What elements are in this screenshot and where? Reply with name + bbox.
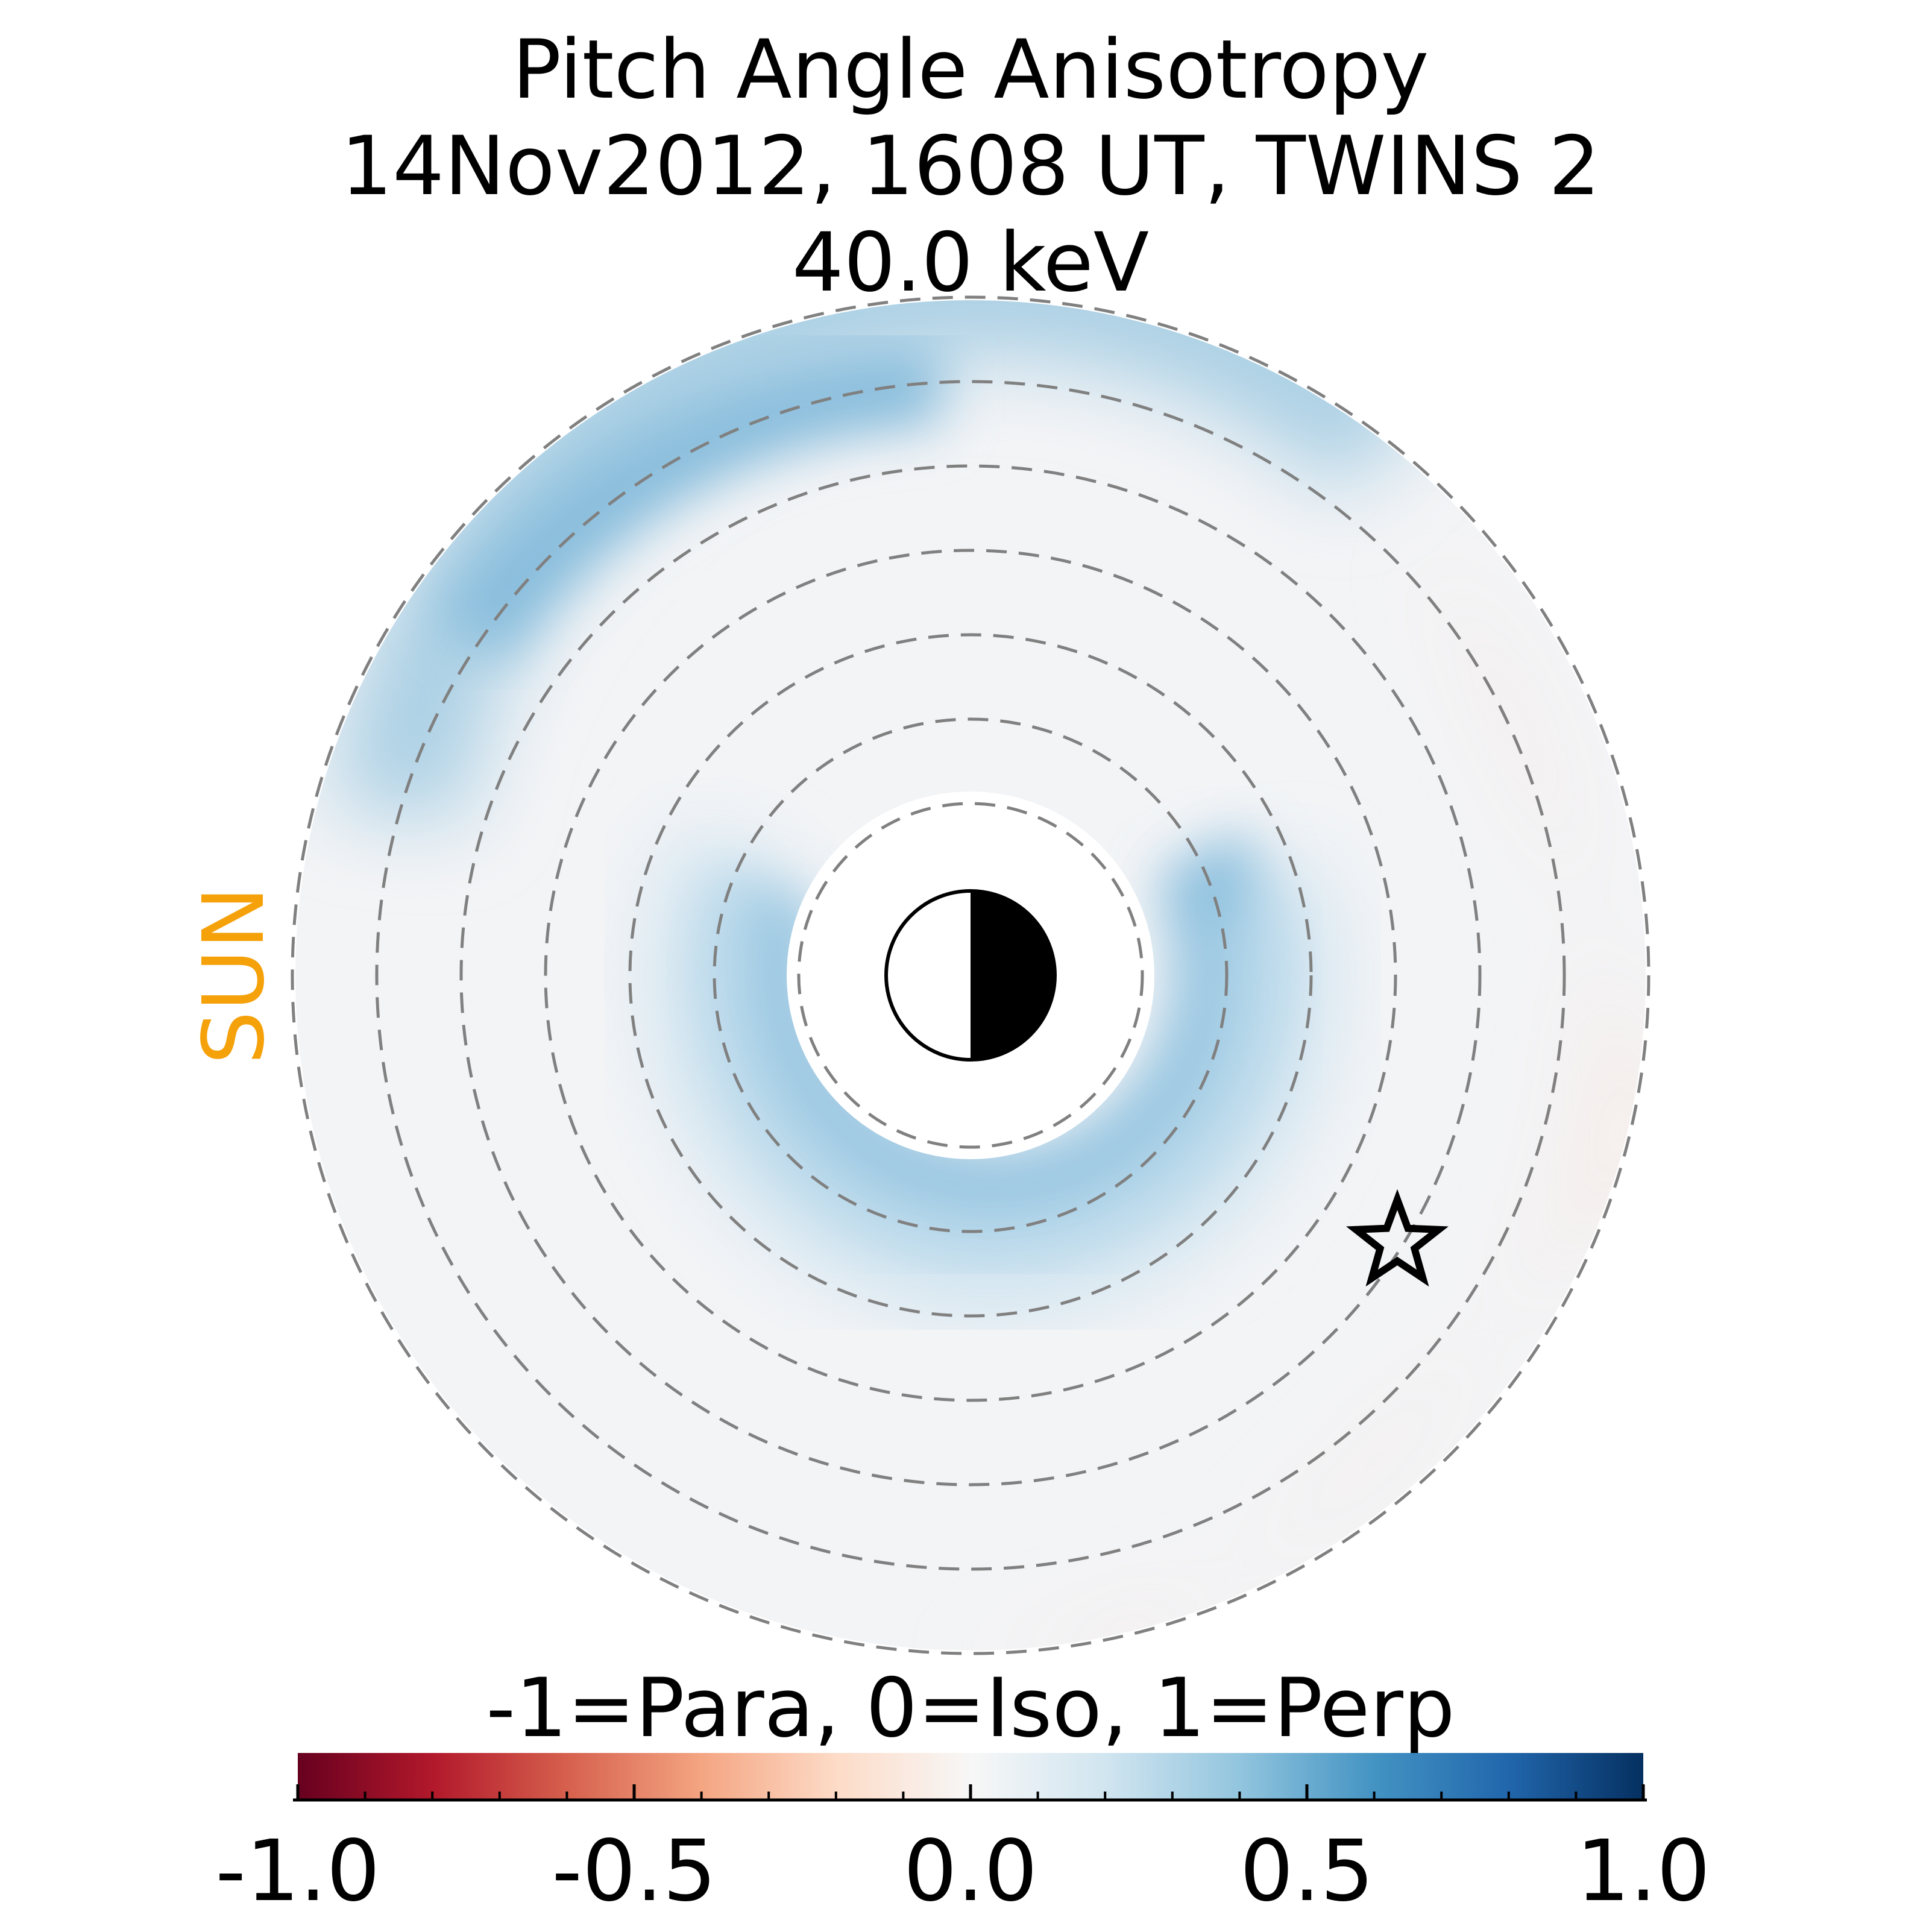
dashed-ring xyxy=(797,802,1144,1149)
dashed-rings xyxy=(291,295,1651,1655)
dashed-ring xyxy=(544,549,1397,1402)
colorbar-label: -1=Para, 0=Iso, 1=Perp xyxy=(486,1661,1455,1755)
colorbar-tick-label: -1.0 xyxy=(215,1822,380,1921)
colorbar-tick-label: 0.0 xyxy=(904,1822,1038,1921)
colorbar-tick-label: 0.5 xyxy=(1240,1822,1374,1921)
colorbar-tick-label: 1.0 xyxy=(1576,1822,1711,1921)
sun-label: SUN xyxy=(185,886,283,1065)
colorbar: -1=Para, 0=Iso, 1=Perp -1.0 -0.5 0.0 0.5 1.0 xyxy=(215,1661,1710,1921)
spacecraft-star-icon xyxy=(1346,1189,1449,1287)
dashed-ring xyxy=(459,464,1482,1487)
earth-icon xyxy=(884,889,1057,1062)
dashed-ring xyxy=(713,717,1229,1233)
dashed-ring xyxy=(375,380,1566,1571)
chart-title-line1: Pitch Angle Anisotropy xyxy=(512,22,1429,117)
colorbar-tick-labels: -1.0 -0.5 0.0 0.5 1.0 xyxy=(215,1822,1710,1921)
dashed-ring xyxy=(628,633,1313,1318)
colorbar-tick-label: -0.5 xyxy=(552,1822,716,1921)
dashed-ring xyxy=(291,295,1651,1655)
chart-title-line2: 14Nov2012, 1608 UT, TWINS 2 xyxy=(341,119,1600,213)
colorbar-ticks xyxy=(296,1784,1645,1799)
